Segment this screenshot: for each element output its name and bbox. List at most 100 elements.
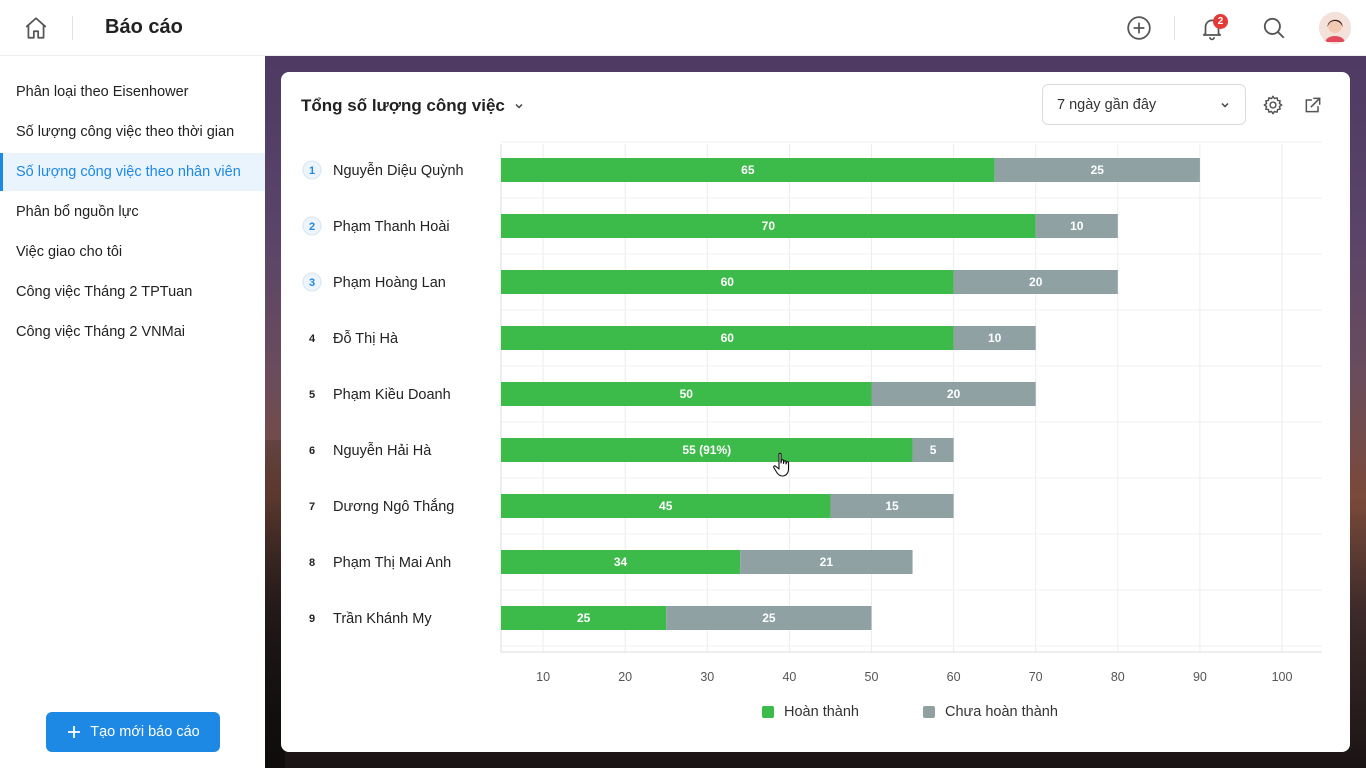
home-icon[interactable] xyxy=(20,12,52,44)
notification-bell-icon[interactable]: 2 xyxy=(1196,12,1228,44)
new-report-button[interactable]: Tạo mới báo cáo xyxy=(46,712,220,752)
report-title: Tổng số lượng công việc xyxy=(301,96,505,115)
bar-completed xyxy=(501,326,954,350)
bar-incomplete xyxy=(953,270,1118,294)
legend-swatch-completed xyxy=(762,706,774,718)
bar-incomplete xyxy=(994,158,1200,182)
bar-label-completed: 34 xyxy=(614,555,628,569)
top-divider xyxy=(72,16,73,40)
bar-completed xyxy=(501,494,831,518)
employee-name: Phạm Hoàng Lan xyxy=(333,275,446,291)
x-tick-label: 10 xyxy=(536,670,550,684)
employee-name: Phạm Thị Mai Anh xyxy=(333,555,451,571)
rank-label: 5 xyxy=(309,389,315,401)
rank-label: 2 xyxy=(309,221,315,233)
bar-label-completed: 65 xyxy=(741,163,755,177)
bar-label-completed: 45 xyxy=(659,499,673,513)
rank-label: 8 xyxy=(309,557,315,569)
sidebar-item-resource-allocation[interactable]: Phân bổ nguồn lực xyxy=(16,204,139,220)
bar-completed xyxy=(501,382,872,406)
x-tick-label: 100 xyxy=(1272,670,1293,684)
rank-circle xyxy=(302,216,322,236)
bar-label-incomplete: 5 xyxy=(930,443,937,457)
new-report-label: Tạo mới báo cáo xyxy=(90,724,200,740)
bar-incomplete xyxy=(871,382,1036,406)
bar-label-completed: 25 xyxy=(577,611,591,625)
x-tick-label: 20 xyxy=(618,670,632,684)
bar-incomplete xyxy=(666,606,872,630)
chevron-down-icon xyxy=(515,103,523,109)
x-tick-label: 70 xyxy=(1029,670,1043,684)
avatar[interactable] xyxy=(1319,12,1351,44)
report-card: Tổng số lượng công việc 7 ngày gần đây 1… xyxy=(281,72,1350,752)
rank-label: 1 xyxy=(309,165,315,177)
top-bar: Báo cáo 2 xyxy=(0,0,1366,56)
bar-label-completed: 60 xyxy=(721,331,735,345)
date-range-select[interactable]: 7 ngày gần đây xyxy=(1042,84,1246,125)
bar-label-incomplete: 10 xyxy=(988,331,1002,345)
sidebar-item-feb-tptuan[interactable]: Công việc Tháng 2 TPTuan xyxy=(16,284,193,300)
sidebar-item-tasks-by-time[interactable]: Số lượng công việc theo thời gian xyxy=(16,124,235,140)
rank-label: 7 xyxy=(309,501,315,513)
employee-name: Nguyễn Hải Hà xyxy=(333,442,432,459)
bar-label-incomplete: 10 xyxy=(1070,219,1084,233)
add-icon[interactable] xyxy=(1123,12,1155,44)
stacked-bar-chart: 1 Nguyễn Diệu Quỳnh 65 252 Phạm Thanh Hoài 70… xyxy=(302,141,1322,684)
x-tick-label: 90 xyxy=(1193,670,1207,684)
bar-incomplete xyxy=(830,494,954,518)
bar-completed xyxy=(501,606,667,630)
plus-icon xyxy=(68,726,81,738)
chevron-down-icon xyxy=(1221,102,1229,108)
legend-label-completed: Hoàn thành xyxy=(784,704,859,720)
bar-incomplete xyxy=(912,438,954,462)
bar-label-incomplete: 15 xyxy=(885,499,899,513)
top-separator xyxy=(1174,16,1175,40)
settings-gear-icon[interactable] xyxy=(1260,92,1286,118)
legend-item-completed[interactable]: Hoàn thành xyxy=(762,704,859,720)
rank-circle xyxy=(302,272,322,292)
bar-label-completed: 50 xyxy=(680,387,694,401)
bar-incomplete xyxy=(1035,214,1118,238)
x-tick-label: 80 xyxy=(1111,670,1125,684)
rank-label: 4 xyxy=(309,333,316,345)
employee-name: Trần Khánh My xyxy=(333,611,432,627)
bar-label-incomplete: 20 xyxy=(1029,275,1043,289)
bar-completed xyxy=(501,438,913,462)
employee-name: Phạm Thanh Hoài xyxy=(333,219,450,235)
bar-completed xyxy=(501,214,1036,238)
bar-label-incomplete: 20 xyxy=(947,387,961,401)
rank-label: 6 xyxy=(309,445,315,457)
search-icon[interactable] xyxy=(1258,12,1290,44)
employee-name: Đỗ Thị Hà xyxy=(333,330,399,347)
bar-label-incomplete: 25 xyxy=(762,611,776,625)
sidebar: Phân loại theo Eisenhower Số lượng công … xyxy=(0,56,265,768)
bar-label-completed: 55 (91%) xyxy=(682,443,731,457)
date-range-value: 7 ngày gần đây xyxy=(1057,96,1157,113)
rank-label: 9 xyxy=(309,613,315,625)
x-tick-label: 50 xyxy=(865,670,879,684)
employee-name: Nguyễn Diệu Quỳnh xyxy=(333,162,464,179)
page-title: Báo cáo xyxy=(105,16,183,38)
x-tick-label: 60 xyxy=(947,670,961,684)
notification-badge: 2 xyxy=(1213,14,1228,29)
bar-label-completed: 60 xyxy=(721,275,735,289)
legend-item-incomplete[interactable]: Chưa hoàn thành xyxy=(923,704,1058,720)
sidebar-item-eisenhower[interactable]: Phân loại theo Eisenhower xyxy=(16,84,189,100)
sidebar-item-tasks-by-employee[interactable]: Số lượng công việc theo nhân viên xyxy=(0,153,265,191)
legend-swatch-incomplete xyxy=(923,706,935,718)
bar-completed xyxy=(501,270,954,294)
bar-label-incomplete: 21 xyxy=(820,555,834,569)
report-title-dropdown[interactable]: Tổng số lượng công việc xyxy=(301,96,525,116)
bar-label-incomplete: 25 xyxy=(1091,163,1105,177)
sidebar-item-assigned-to-me[interactable]: Việc giao cho tôi xyxy=(16,244,123,260)
bar-completed xyxy=(501,158,995,182)
rank-label: 3 xyxy=(309,277,315,289)
bar-completed xyxy=(501,550,741,574)
sidebar-item-feb-vnmai[interactable]: Công việc Tháng 2 VNMai xyxy=(16,324,185,340)
legend-label-incomplete: Chưa hoàn thành xyxy=(945,704,1058,720)
export-icon[interactable] xyxy=(1300,92,1326,118)
bar-incomplete xyxy=(953,326,1036,350)
x-tick-label: 30 xyxy=(700,670,714,684)
employee-name: Phạm Kiều Doanh xyxy=(333,387,451,403)
bar-label-completed: 70 xyxy=(762,219,776,233)
